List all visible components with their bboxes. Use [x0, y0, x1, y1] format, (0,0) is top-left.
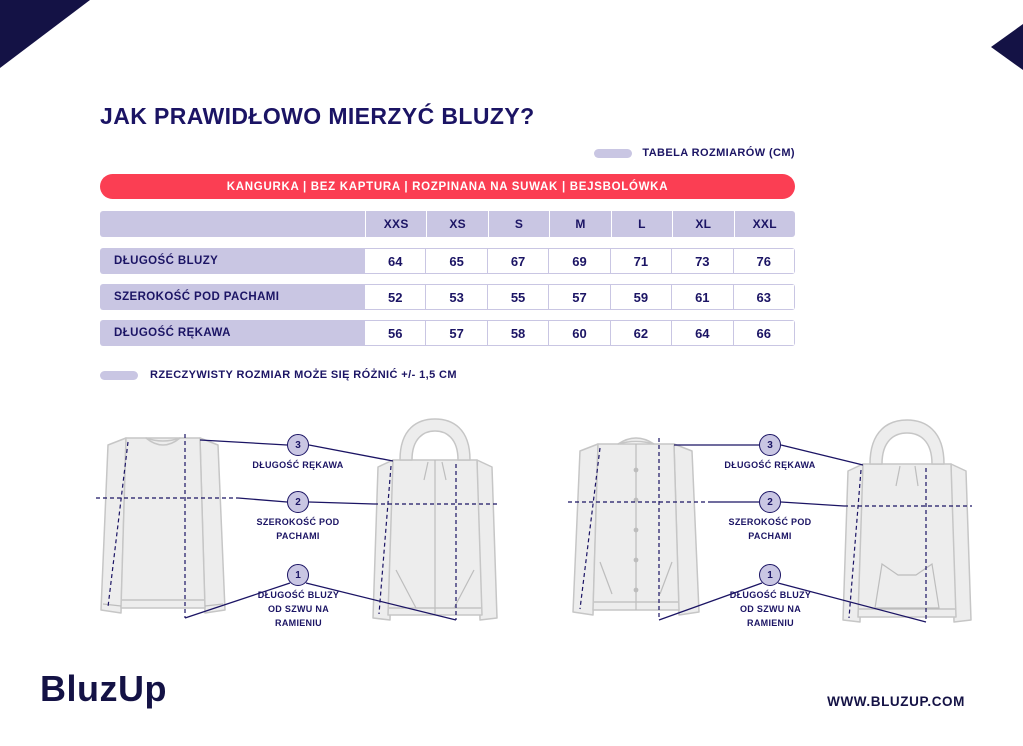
table-cell: 71 [610, 248, 673, 274]
table-cell: 62 [610, 320, 673, 346]
garments-baseball-jacket-hoodie-illustration [568, 419, 972, 623]
category-banner: KANGURKA | BEZ KAPTURA | ROZPINANA NA SU… [100, 174, 795, 199]
row-label: SZEROKOŚĆ POD PACHAMI [100, 284, 365, 310]
measure-label-sleeve: DŁUGOŚĆ RĘKAWA [252, 460, 344, 470]
table-cell: 60 [549, 320, 611, 346]
table-cell: 65 [426, 248, 488, 274]
legend-pill-icon [594, 148, 633, 158]
measure-label-chest: SZEROKOŚĆ POD PACHAMI [728, 517, 812, 541]
note-text: RZECZYWISTY ROZMIAR MOŻE SIĘ RÓŻNIĆ +/- … [150, 369, 457, 381]
size-table-header: XXS XS S M L XL XXL [100, 211, 795, 237]
table-cell: 73 [672, 248, 734, 274]
measure-circle-sleeve: 3 [287, 434, 309, 456]
measure-circle-chest: 2 [759, 491, 781, 513]
column-header-s: S [487, 211, 549, 237]
brand-logo: BluzUp [40, 668, 167, 709]
table-row-sleeve: DŁUGOŚĆ RĘKAWA 56 57 58 60 62 64 66 [100, 320, 795, 346]
measure-circle-chest: 2 [287, 491, 309, 513]
table-cell: 76 [733, 248, 795, 274]
page-title: JAK PRAWIDŁOWO MIERZYĆ BLUZY? [100, 103, 535, 129]
table-cell: 64 [365, 248, 427, 274]
header-spacer [100, 211, 365, 237]
measure-label-length: DŁUGOŚĆ BLUZY OD SZWU NA RAMIENIU [257, 590, 340, 628]
table-cell: 66 [733, 320, 795, 346]
measurement-diagram-left: 3 DŁUGOŚĆ RĘKAWA 2 SZEROKOŚĆ POD PACHAMI… [88, 412, 508, 647]
column-header-l: L [610, 211, 672, 237]
website-url: WWW.BLUZUP.COM [827, 694, 965, 709]
column-header-xs: XS [426, 211, 487, 237]
measure-label-length: DŁUGOŚĆ BLUZY OD SZWU NA RAMIENIU [729, 590, 812, 628]
column-header-xxs: XXS [365, 211, 426, 237]
column-header-xxl: XXL [733, 211, 795, 237]
corner-triangle-top-right-icon [991, 24, 1023, 70]
table-cell: 58 [487, 320, 550, 346]
table-cell: 59 [610, 284, 673, 310]
table-cell: 57 [426, 320, 488, 346]
table-cell: 67 [487, 248, 550, 274]
table-cell: 69 [549, 248, 611, 274]
size-table: XXS XS S M L XL XXL DŁUGOŚĆ BLUZY 64 65 … [100, 211, 795, 356]
table-cell: 63 [733, 284, 795, 310]
table-cell: 53 [426, 284, 488, 310]
measure-label-chest: SZEROKOŚĆ POD PACHAMI [256, 517, 340, 541]
table-size-legend: TABELA ROZMIARÓW (CM) [594, 147, 795, 159]
column-header-m: M [549, 211, 610, 237]
table-cell: 55 [487, 284, 550, 310]
measure-circle-sleeve: 3 [759, 434, 781, 456]
table-cell: 64 [672, 320, 734, 346]
table-row-length: DŁUGOŚĆ BLUZY 64 65 67 69 71 73 76 [100, 248, 795, 274]
banner-text: KANGURKA | BEZ KAPTURA | ROZPINANA NA SU… [226, 180, 669, 193]
table-cell: 61 [672, 284, 734, 310]
table-cell: 57 [549, 284, 611, 310]
measure-circle-length: 1 [759, 564, 781, 586]
row-label: DŁUGOŚĆ BLUZY [100, 248, 365, 274]
note-pill-icon [100, 370, 138, 380]
table-cell: 56 [365, 320, 427, 346]
garments-sweatshirt-zip-hoodie-illustration [96, 418, 500, 621]
row-label: DŁUGOŚĆ RĘKAWA [100, 320, 365, 346]
measure-circle-length: 1 [287, 564, 309, 586]
measure-label-sleeve: DŁUGOŚĆ RĘKAWA [724, 460, 816, 470]
tolerance-note: RZECZYWISTY ROZMIAR MOŻE SIĘ RÓŻNIĆ +/- … [100, 369, 457, 381]
table-cell: 52 [365, 284, 427, 310]
column-header-xl: XL [672, 211, 733, 237]
corner-triangle-top-left-icon [0, 0, 90, 68]
table-row-chest: SZEROKOŚĆ POD PACHAMI 52 53 55 57 59 61 … [100, 284, 795, 310]
measurement-diagram-right: 3 DŁUGOŚĆ RĘKAWA 2 SZEROKOŚĆ POD PACHAMI… [560, 412, 980, 647]
table-label: TABELA ROZMIARÓW (CM) [642, 147, 795, 159]
